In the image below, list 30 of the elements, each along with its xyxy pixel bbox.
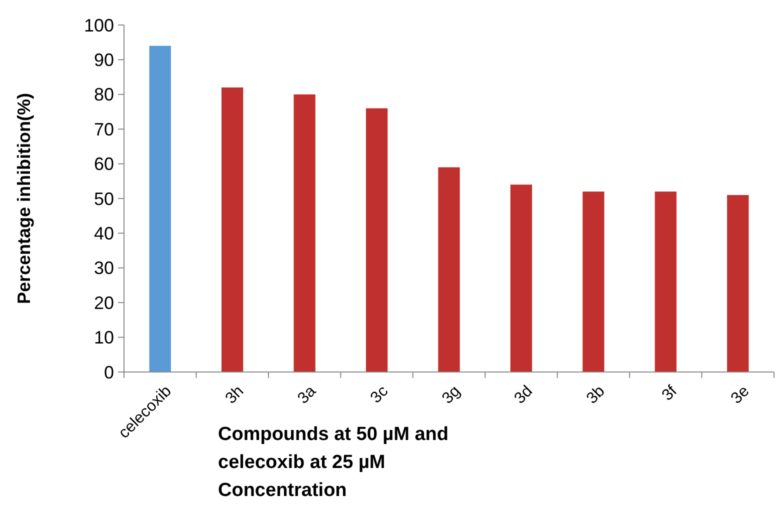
bar xyxy=(582,192,604,372)
y-tick-label: 20 xyxy=(94,292,114,313)
x-tick-label: 3c xyxy=(368,382,392,407)
bar xyxy=(510,184,532,372)
y-tick-label: 90 xyxy=(94,50,114,70)
bar xyxy=(654,192,676,372)
y-tick-label: 100 xyxy=(84,15,114,36)
bar xyxy=(149,46,171,372)
y-tick-label: 60 xyxy=(94,154,114,174)
y-tick-label: 0 xyxy=(104,362,114,382)
y-tick-label: 10 xyxy=(94,328,114,348)
x-tick-label: 3g xyxy=(439,382,464,408)
bar xyxy=(222,87,244,372)
bar xyxy=(366,108,388,372)
bar xyxy=(727,195,749,372)
x-tick-label: 3b xyxy=(584,382,608,408)
x-tick-label: 3d xyxy=(511,382,536,408)
y-tick-label: 70 xyxy=(94,119,114,140)
y-tick-label: 80 xyxy=(94,84,114,105)
x-tick-label: 3f xyxy=(659,382,681,404)
y-tick-label: 40 xyxy=(94,224,114,244)
x-tick-label: 3a xyxy=(294,382,320,408)
bar xyxy=(294,94,316,372)
x-tick-label: 3e xyxy=(728,382,753,408)
y-axis-title: Percentage inhibition(%) xyxy=(14,92,34,304)
x-axis-title: Compounds at 50 µM and celecoxib at 25 µM Concentration xyxy=(218,424,449,501)
x-tick-label: 3h xyxy=(222,382,248,408)
bar xyxy=(438,167,460,372)
y-tick-label: 50 xyxy=(94,188,114,209)
y-tick-label: 30 xyxy=(94,258,114,278)
